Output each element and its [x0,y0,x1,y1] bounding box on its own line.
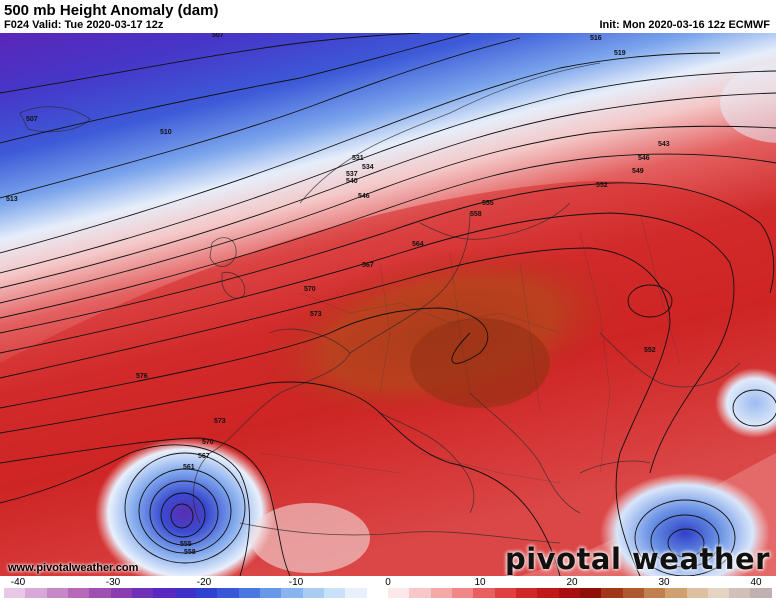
contour-label: 507 [212,33,224,39]
colorbar-swatch [707,588,730,598]
contour-label: 531 [352,155,364,162]
contour-label: 546 [358,193,370,200]
contour-label: 558 [470,211,482,218]
colorbar-swatch [366,588,388,598]
contour-label: 573 [214,418,226,425]
colorbar-swatch [409,588,431,598]
colorbar-swatch [750,588,772,598]
colorbar-swatch [131,588,154,598]
colorbar-swatch [601,588,623,598]
site-url: www.pivotalweather.com [8,562,139,574]
contour-label: 534 [362,164,374,171]
colorbar-tick: -10 [288,577,304,588]
contour-label: 567 [198,453,210,460]
colorbar-swatch [345,588,367,598]
anomaly-map: 507 507 510 513 516 519 531 534 537 540 … [0,33,776,576]
map-title: 500 mb Height Anomaly (dam) [4,2,219,19]
colorbar-tick: 0 [385,577,391,588]
colorbar-tick: -20 [196,577,212,588]
cutoff-low-west [95,438,275,576]
contour-label: 561 [183,464,195,471]
init-time: Init: Mon 2020-03-16 12z ECMWF [599,19,770,31]
contour-label: 540 [346,178,358,185]
contour-label: 546 [638,155,650,162]
colorbar-swatch [686,588,708,598]
colorbar-swatch [430,588,452,598]
contour-label: 570 [304,286,316,293]
contour-label: 576 [136,373,148,380]
colorbar-tick: -40 [10,577,26,588]
ridge-center [410,318,550,408]
contour-labels: 507 507 510 513 516 519 531 534 537 540 … [6,33,670,556]
coastlines [19,62,741,544]
height-contours [0,33,776,576]
contour-label: 552 [644,347,656,354]
contour-label: 510 [160,129,172,136]
contour-label: 513 [6,196,18,203]
colorbar-tick: -30 [105,577,121,588]
contour-label: 555 [482,200,494,207]
contour-label: 555 [180,541,192,548]
colorbar-swatch [622,588,644,598]
contour-label: 567 [362,262,374,269]
contour-label: 564 [412,241,424,248]
weak-anomaly-northeast [720,63,776,143]
colorbar-swatch [259,588,282,598]
contour-label: 552 [596,182,608,189]
colorbar-swatch [217,588,239,598]
colorbar-swatch [89,588,111,598]
brand-logo: pivotal weather [504,542,770,576]
low-east [600,473,770,576]
colorbar-swatch [558,588,580,598]
colorbar-swatch [515,588,538,598]
contour-label: 543 [658,141,670,148]
colorbar-swatch [387,588,410,598]
contour-label: 516 [590,35,602,42]
country-borders [259,212,681,484]
weak-anomaly-africa [250,503,370,573]
colorbar-swatch [195,588,218,598]
colorbar-tick: 40 [750,577,762,588]
trough-east-edge [715,368,776,438]
contour-label: 537 [346,171,358,178]
header: 500 mb Height Anomaly (dam) F024 Valid: … [0,0,776,33]
contour-label: 570 [202,439,214,446]
colorbar-swatch [494,588,516,598]
contour-label: 549 [632,168,644,175]
contour-label: 519 [614,50,626,57]
colorbar-swatch [46,588,68,598]
contour-label: 507 [26,116,38,123]
colorbar-swatch [153,588,175,598]
contour-label: 558 [184,549,196,556]
map-canvas: 507 507 510 513 516 519 531 534 537 540 … [0,33,776,576]
colorbar-swatch [281,588,303,598]
colorbar-swatch [67,588,90,598]
colorbar-tick: 20 [566,577,578,588]
colorbar-tick: 30 [658,577,670,588]
contour-label: 573 [310,311,322,318]
colorbar-swatch [4,588,26,598]
colorbar-swatch [665,588,687,598]
colorbar-swatch [729,588,751,598]
colorbar-swatch [579,588,602,598]
colorbar-swatch [25,588,47,598]
colorbar-swatch [473,588,495,598]
colorbar: -40 -30 -20 -10 0 10 20 30 40 [0,576,776,600]
colorbar-swatch [174,588,196,598]
colorbar-swatch [302,588,324,598]
colorbar-swatch [323,588,346,598]
colorbar-swatch [110,588,132,598]
colorbar-swatch [537,588,559,598]
colorbar-swatch [451,588,474,598]
colorbar-swatches [4,588,772,598]
valid-time: F024 Valid: Tue 2020-03-17 12z [4,19,164,31]
colorbar-tick: 10 [474,577,486,588]
colorbar-swatch [643,588,666,598]
colorbar-swatch [238,588,260,598]
